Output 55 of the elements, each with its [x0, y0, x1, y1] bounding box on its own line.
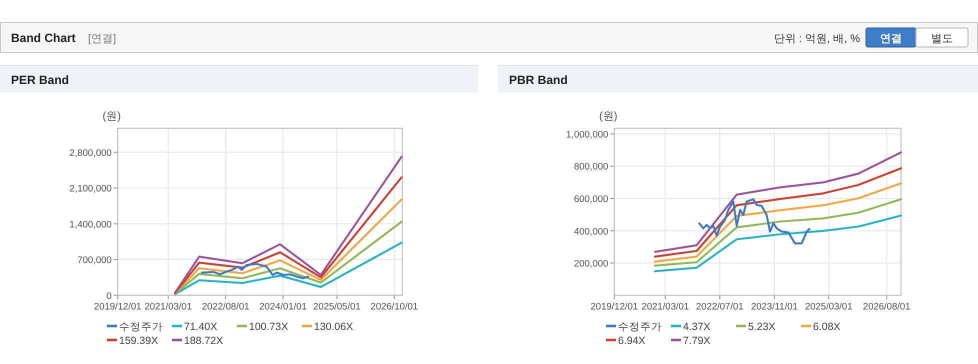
legend-item: 수정주가	[107, 321, 163, 333]
y-tick-label: 0	[106, 290, 112, 302]
legend-item: 100.73X	[237, 321, 288, 333]
x-tick-label: 2021/03/01	[642, 301, 690, 312]
legend-label: 수정주가	[119, 321, 163, 333]
legend-label: 6.08X	[813, 321, 840, 333]
text: 별도	[931, 33, 953, 45]
y-tick-label: 1,400,000	[69, 219, 112, 230]
legend-label: 159.39X	[119, 335, 158, 347]
y-tick-label: 1,000,000	[566, 129, 608, 140]
legend-item: 130.06X	[302, 321, 354, 333]
x-tick-label: 2024/01/01	[259, 301, 307, 312]
x-tick-label: 2025/05/01	[313, 301, 361, 312]
y-tick-label: 200,000	[574, 258, 608, 270]
legend-label: 5.23X	[748, 321, 776, 333]
legend-label: 130.06X	[314, 321, 354, 333]
legend-label: 188.72X	[184, 335, 224, 347]
y-tick-label: 600,000	[574, 194, 608, 205]
y-tick-label: 700,000	[77, 255, 112, 266]
y-tick-label: 800,000	[574, 162, 608, 173]
legend-label: 6.94X	[618, 335, 646, 347]
x-tick-label: 2019/12/01	[590, 301, 638, 312]
text: 단위 : 억원, 배, %	[774, 33, 860, 45]
legend-item: 6.94X	[606, 335, 646, 347]
legend-item: 5.23X	[736, 321, 776, 333]
legend-item: 4.37X	[671, 321, 710, 333]
x-tick-label: 2021/03/01	[144, 301, 192, 312]
x-tick-label: 2026/10/01	[370, 301, 418, 312]
text: [연결]	[88, 33, 116, 45]
x-tick-label: 2022/07/01	[696, 301, 744, 312]
legend-item: 71.40X	[172, 321, 218, 333]
x-tick-label: 2023/11/01	[750, 301, 798, 312]
text: 연결	[880, 33, 902, 45]
legend-label: 7.79X	[683, 335, 710, 347]
y-axis-title: (원)	[102, 110, 121, 122]
legend-item: 7.79X	[671, 335, 710, 347]
legend-item: 6.08X	[801, 321, 840, 333]
text: Band Chart	[11, 31, 76, 45]
legend-label: 100.73X	[249, 321, 288, 333]
chart-title: PER Band	[11, 73, 70, 87]
legend-item: 수정주가	[606, 321, 662, 333]
legend-label: 수정주가	[618, 321, 662, 333]
y-tick-label: 2,800,000	[69, 148, 112, 159]
x-tick-label: 2025/03/01	[804, 301, 853, 312]
x-tick-label: 2019/12/01	[94, 301, 142, 312]
chart-title: PBR Band	[509, 73, 568, 87]
legend-label: 4.37X	[683, 321, 710, 333]
legend-item: 159.39X	[107, 335, 158, 347]
y-tick-label: 2,100,000	[69, 184, 112, 195]
legend-item: 188.72X	[172, 335, 224, 347]
x-tick-label: 2026/08/01	[862, 301, 910, 312]
y-axis-title: (원)	[599, 110, 618, 122]
y-tick-label: 400,000	[574, 226, 608, 238]
x-tick-label: 2022/08/01	[202, 301, 250, 312]
legend-label: 71.40X	[184, 321, 218, 333]
